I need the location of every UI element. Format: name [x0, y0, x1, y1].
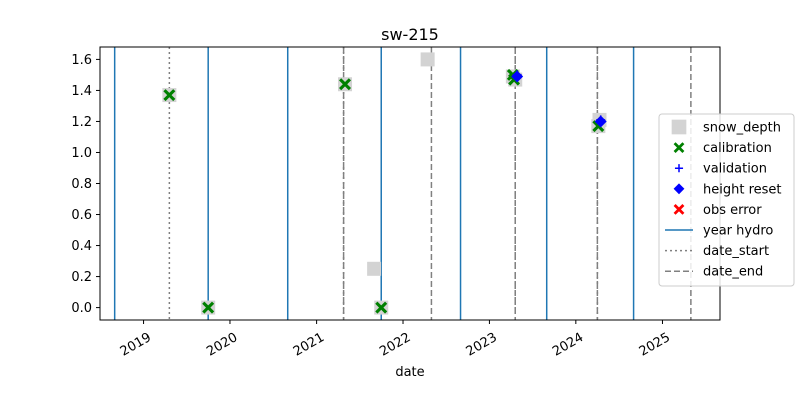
legend-label-validation: validation [703, 162, 767, 177]
y-tick-label: 1.6 [71, 53, 92, 68]
reference-lines [113, 47, 692, 320]
y-tick-label: 0.4 [71, 239, 92, 254]
y-tick-label: 0.6 [71, 208, 92, 223]
x-axis-label: date [395, 365, 424, 380]
snow-depth-point [420, 52, 435, 67]
x-tick-label: 2023 [464, 330, 500, 360]
x-tick-label: 2020 [204, 330, 240, 360]
y-tick-label: 1.4 [71, 84, 92, 99]
legend-swatch-height-reset [673, 183, 685, 195]
legend-label-date-end: date_end [703, 265, 763, 280]
height-reset-point [511, 70, 524, 83]
legend-label-obs-error: obs error [703, 203, 762, 218]
height-reset-point [594, 115, 607, 128]
legend: snow_depth calibration validation height re… [658, 113, 795, 287]
y-tick-label: 0.0 [71, 301, 92, 316]
y-tick-label: 1.0 [71, 146, 92, 161]
x-tick-label: 2025 [637, 330, 673, 360]
legend-swatch-obs-error [673, 204, 685, 215]
calibration-point [202, 301, 215, 314]
snow-depth-point [367, 261, 382, 276]
legend-frame [658, 113, 795, 287]
calibration-point [163, 89, 176, 102]
legend-swatch-calibration [673, 142, 685, 153]
calibration-point [339, 78, 352, 91]
y-tick-label: 0.2 [71, 270, 92, 285]
legend-swatch-snow-depth [671, 119, 687, 135]
x-tick-label: 2021 [291, 330, 327, 360]
legend-swatch-validation [674, 164, 684, 173]
legend-label-snow-depth: snow_depth [703, 121, 781, 136]
y-tick-label: 1.2 [71, 115, 92, 130]
legend-label-height-reset: height reset [703, 182, 782, 197]
x-axis: 2019 2020 2021 2022 2023 2024 2025 [118, 320, 673, 360]
calibration-point [375, 301, 388, 314]
data-series [162, 52, 607, 315]
plot-frame [99, 46, 721, 321]
x-tick-label: 2019 [118, 330, 154, 360]
chart-title: sw-215 [381, 25, 439, 44]
x-tick-label: 2024 [550, 330, 586, 360]
y-tick-label: 0.8 [71, 177, 92, 192]
y-axis: 0.0 0.2 0.4 0.6 0.8 1.0 1.2 1.4 1.6 [71, 53, 100, 316]
legend-label-year-hydro: year hydro [703, 224, 773, 239]
x-tick-label: 2022 [377, 330, 413, 360]
legend-label-calibration: calibration [703, 141, 772, 156]
legend-label-date-start: date_start [703, 244, 769, 259]
